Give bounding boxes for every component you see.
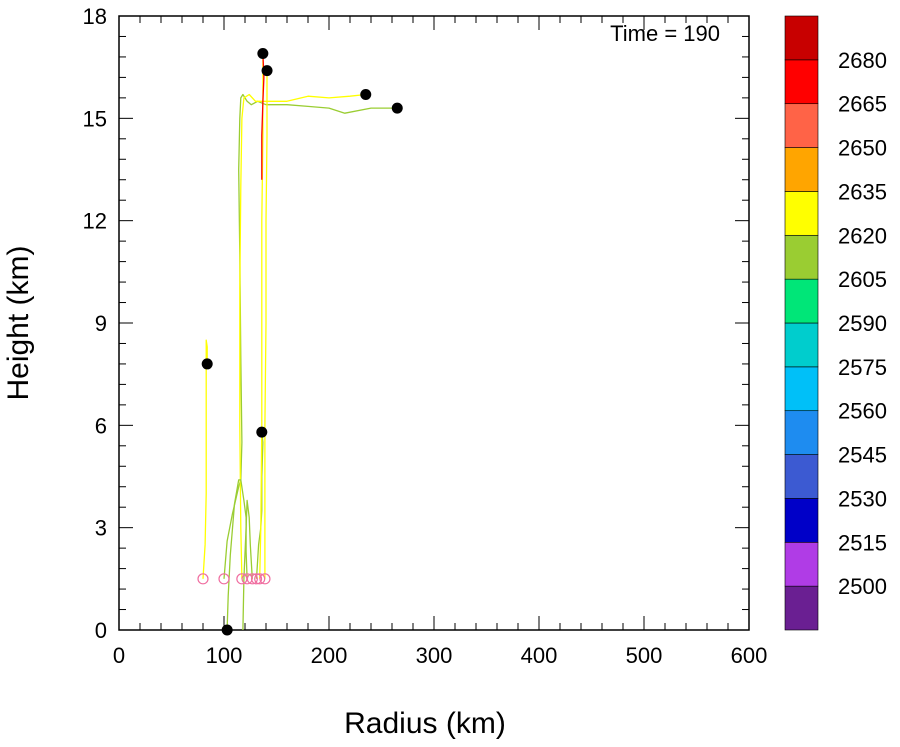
end-point-marker	[201, 358, 213, 370]
end-point-marker	[360, 88, 372, 100]
end-point-marker	[221, 624, 233, 636]
plot-border	[118, 15, 750, 631]
trajectory-line	[223, 93, 398, 579]
colorbar-box	[784, 498, 819, 543]
colorbar-box	[784, 278, 819, 324]
colorbar-box	[784, 366, 819, 412]
y-tick-label: 0	[95, 618, 107, 643]
colorbar-label: 2530	[838, 486, 887, 511]
y-tick-label: 6	[95, 413, 107, 438]
start-point-marker	[250, 573, 263, 585]
trajectory-line	[264, 70, 268, 579]
colorbar-label: 2590	[838, 311, 887, 336]
x-tick-label: 600	[731, 643, 768, 668]
colorbar-box	[784, 234, 819, 280]
x-tick-label: 0	[113, 643, 125, 668]
trajectory-line	[202, 339, 208, 579]
start-point-marker	[197, 573, 209, 585]
end-point-marker	[391, 102, 403, 114]
colorbar-box	[784, 322, 819, 368]
colorbar-box	[784, 585, 819, 631]
trajectory-line	[255, 432, 264, 579]
start-point-marker	[246, 573, 258, 585]
x-tick-label: 400	[521, 643, 558, 668]
colorbar-label: 2605	[838, 267, 887, 292]
colorbar-box	[784, 454, 819, 499]
trajectory-line	[239, 93, 366, 579]
end-point-marker	[257, 48, 269, 60]
trajectory-markers	[197, 48, 403, 636]
colorbar-box	[784, 147, 819, 192]
y-tick-label: 12	[83, 209, 107, 234]
y-tick-label: 9	[95, 311, 107, 336]
end-point-marker	[261, 65, 273, 77]
axis-tick-labels: 0 100 200 300 400 500 600 0 3 6 9 12 15 18	[83, 4, 768, 668]
colorbar-label: 2500	[838, 574, 887, 599]
x-tick-label: 100	[206, 643, 243, 668]
trajectory-lines	[202, 53, 398, 631]
start-point-marker	[254, 573, 266, 585]
colorbar-box	[784, 410, 819, 455]
start-point-marker	[218, 573, 230, 585]
start-point-marker	[259, 573, 271, 585]
colorbar-box	[784, 103, 819, 148]
x-tick-label: 300	[416, 643, 453, 668]
axis-ticks	[118, 15, 750, 631]
end-point-marker	[256, 426, 268, 438]
y-tick-label: 15	[83, 106, 107, 131]
colorbar-label: 2680	[838, 48, 887, 73]
x-tick-label: 500	[626, 643, 663, 668]
y-axis-title: Height (km)	[2, 245, 35, 400]
plot-frame	[118, 15, 750, 631]
colorbar: 2500 2515 2530 2545 2560 2575 2590 2605 2620 2635…	[784, 15, 887, 631]
colorbar-label: 2575	[838, 355, 887, 380]
y-tick-label: 18	[83, 4, 107, 29]
colorbar-box	[784, 15, 819, 61]
y-tick-label: 3	[95, 516, 107, 541]
time-annotation: Time = 190	[610, 21, 720, 46]
colorbar-label: 2665	[838, 92, 887, 117]
trajectory-line	[226, 479, 248, 631]
colorbar-label: 2560	[838, 399, 887, 424]
colorbar-box	[784, 59, 819, 105]
colorbar-box	[784, 191, 819, 236]
colorbar-label: 2650	[838, 136, 887, 161]
colorbar-label: 2620	[838, 223, 887, 248]
colorbar-label: 2545	[838, 443, 887, 468]
colorbar-label: 2515	[838, 530, 887, 555]
x-tick-label: 200	[311, 643, 348, 668]
colorbar-box	[784, 541, 819, 587]
colorbar-label: 2635	[838, 179, 887, 204]
x-axis-title: Radius (km)	[344, 707, 506, 740]
trajectory-line	[242, 499, 253, 631]
